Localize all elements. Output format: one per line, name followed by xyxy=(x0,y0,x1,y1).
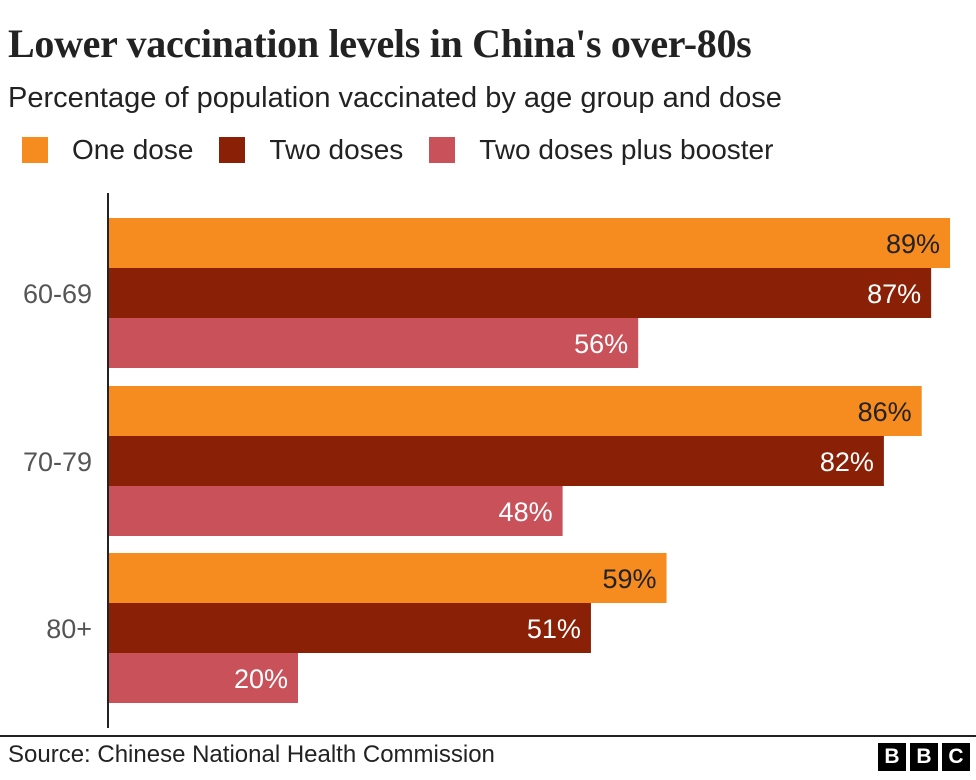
category-label-60-69: 60-69 xyxy=(23,279,92,309)
legend-swatch-one-dose xyxy=(22,137,48,163)
bbc-logo-letter-3: C xyxy=(942,743,970,771)
data-label-80+-two-doses: 51% xyxy=(527,614,581,644)
chart-title: Lower vaccination levels in China's over… xyxy=(8,21,752,66)
data-label-60-69-one-dose: 89% xyxy=(886,229,940,259)
data-label-70-79-one-dose: 86% xyxy=(858,397,912,427)
bar-80+-two-doses xyxy=(109,603,591,653)
legend-item-booster: Two doses plus booster xyxy=(429,134,773,166)
data-label-70-79-two-doses: 82% xyxy=(820,447,874,477)
legend-item-two-doses: Two doses xyxy=(219,134,403,166)
legend: One dose Two doses Two doses plus booste… xyxy=(22,134,799,166)
bar-80+-two-doses-plus-booster xyxy=(109,653,298,703)
footer-divider xyxy=(0,735,976,737)
source-note: Source: Chinese National Health Commissi… xyxy=(8,741,495,768)
bar-chart: 60-69 89% 87% 56% 70-79 86% 82% 48% 80+ 59% 51% 20% xyxy=(23,193,951,728)
bbc-logo-letter-1: B xyxy=(878,743,906,771)
data-label-60-69-two-doses: 87% xyxy=(867,279,921,309)
legend-label-booster: Two doses plus booster xyxy=(479,134,774,165)
category-label-70-79: 70-79 xyxy=(23,447,92,477)
data-label-80+-two-doses-plus-booster: 20% xyxy=(234,664,288,694)
legend-label-two-doses: Two doses xyxy=(269,134,404,165)
bar-70-79-one-dose xyxy=(109,386,922,436)
bar-60-69-two-doses-plus-booster xyxy=(109,318,639,368)
bar-70-79-two-doses-plus-booster xyxy=(109,486,563,536)
legend-swatch-booster xyxy=(429,137,456,163)
bbc-logo: B B C xyxy=(878,743,970,771)
bbc-logo-letter-2: B xyxy=(910,743,938,771)
data-label-60-69-two-doses-plus-booster: 56% xyxy=(574,329,628,359)
bar-70-79-two-doses xyxy=(109,436,884,486)
legend-swatch-two-doses xyxy=(219,137,246,163)
legend-label-one-dose: One dose xyxy=(72,134,194,165)
legend-item-one-dose: One dose xyxy=(22,134,193,166)
data-label-70-79-two-doses-plus-booster: 48% xyxy=(499,497,553,527)
category-label-80+: 80+ xyxy=(46,614,92,644)
data-label-80+-one-dose: 59% xyxy=(603,564,657,594)
bar-80+-one-dose xyxy=(109,553,667,603)
bar-60-69-two-doses xyxy=(109,268,932,318)
chart-subtitle: Percentage of population vaccinated by a… xyxy=(8,82,782,114)
bar-60-69-one-dose xyxy=(109,218,951,268)
